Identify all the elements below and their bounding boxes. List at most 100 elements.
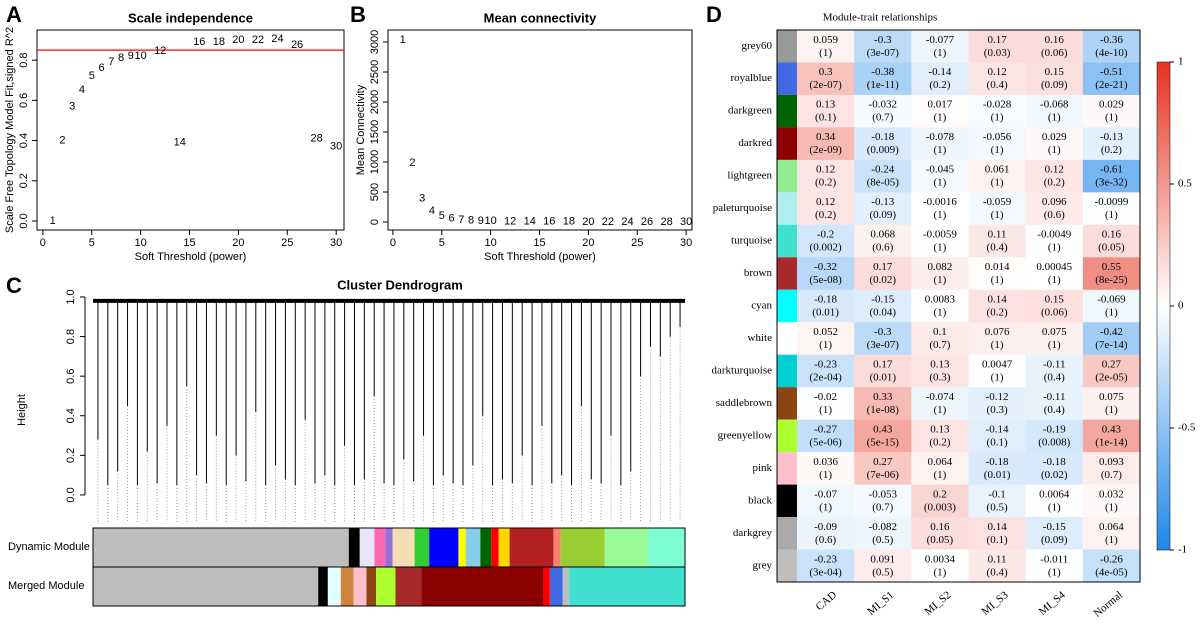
row-label: black	[748, 494, 772, 506]
cell-p-value: (8e-05)	[867, 177, 900, 189]
cell-p-value: (0.4)	[987, 566, 1008, 578]
module-segment	[366, 567, 377, 606]
x-tick-label: 10	[485, 237, 497, 249]
y-tick-label: 0.6	[65, 369, 77, 384]
cell-p-value: (1)	[819, 47, 832, 59]
point-label: 28	[310, 132, 322, 144]
module-swatch	[777, 322, 797, 355]
cell-p-value: (0.4)	[987, 79, 1008, 91]
heatmap-cell	[797, 322, 855, 356]
cell-p-value: (4e-05)	[1095, 566, 1128, 578]
heatmap-cell	[854, 192, 912, 226]
x-tick-label: 15	[533, 237, 545, 249]
cell-value: -0.18	[871, 131, 894, 143]
cell-value: -0.078	[926, 131, 955, 143]
cell-value: 0.13	[930, 423, 950, 435]
module-segment	[509, 528, 554, 567]
point-label: 12	[154, 45, 166, 57]
cell-p-value: (7e-14)	[1095, 339, 1128, 351]
heatmap-cell	[911, 159, 969, 193]
cell-value: -0.1	[988, 488, 1005, 500]
y-tick-label: 0.4	[65, 408, 77, 423]
module-swatch	[777, 517, 797, 550]
module-segment	[480, 528, 492, 567]
module-segment	[648, 528, 685, 567]
point-label: 24	[621, 216, 633, 228]
heatmap-cell	[797, 30, 855, 63]
cell-p-value: (1)	[991, 371, 1004, 383]
cell-value: 0.16	[1045, 34, 1065, 46]
point-label: 6	[448, 212, 454, 224]
heatmap-cell	[911, 452, 969, 486]
cell-value: 0.14	[987, 294, 1007, 306]
cell-p-value: (0.6)	[872, 242, 893, 254]
cell-value: -0.15	[871, 294, 894, 306]
cell-value: -0.27	[814, 423, 837, 435]
colorbar-tick-label: -0.5	[1178, 422, 1196, 434]
heatmap-cell	[1025, 452, 1084, 486]
cell-value: 0.16	[1102, 229, 1122, 241]
cell-value: 0.00045	[1036, 261, 1072, 273]
module-segment	[491, 528, 499, 567]
cell-p-value: (0.2)	[1044, 177, 1065, 189]
cell-p-value: (0.5)	[872, 534, 893, 546]
cell-p-value: (1)	[819, 339, 832, 351]
heatmap-cell	[968, 257, 1027, 291]
cell-p-value: (1)	[934, 469, 947, 481]
cell-p-value: (0.6)	[1044, 209, 1065, 221]
heatmap-cell	[968, 159, 1027, 193]
y-tick-label: 0	[369, 219, 381, 225]
x-tick-label: 30	[680, 237, 692, 249]
cell-p-value: (0.002)	[810, 242, 842, 254]
panel-label: A	[6, 2, 22, 27]
panel-label: D	[706, 2, 722, 27]
module-swatch	[777, 192, 797, 225]
heatmap-cell	[1082, 549, 1141, 583]
cell-value: -0.011	[1040, 553, 1068, 565]
cell-p-value: (1)	[1048, 274, 1061, 286]
cell-p-value: (1)	[991, 209, 1004, 221]
heatmap-cell	[1025, 94, 1084, 128]
row-label: brown	[744, 267, 773, 279]
row-label: pink	[752, 462, 772, 474]
cell-p-value: (0.01)	[984, 469, 1011, 481]
cell-value: 0.17	[873, 358, 893, 370]
heatmap-cell	[797, 192, 855, 226]
heatmap-cell	[968, 419, 1027, 453]
y-tick-label: 0.2	[18, 173, 30, 188]
heatmap-cell	[911, 354, 969, 388]
cell-value: 0.12	[987, 66, 1006, 78]
heatmap-cell	[854, 484, 912, 518]
point-label: 14	[174, 136, 186, 148]
point-label: 5	[439, 210, 445, 222]
point-label: 7	[458, 214, 464, 226]
heatmap-cell	[1025, 517, 1084, 551]
point-label: 16	[193, 36, 205, 48]
y-axis-label: Mean Connectivity	[355, 84, 367, 175]
colorbar-tick-label: 1	[1178, 56, 1184, 68]
heatmap-cell	[911, 224, 969, 258]
cell-value: -0.082	[869, 521, 897, 533]
row-label: royalblue	[730, 72, 772, 84]
point-label: 28	[660, 216, 672, 228]
row-label: white	[748, 332, 773, 344]
point-label: 9	[478, 215, 484, 227]
chart-title: Module-trait relationships	[823, 12, 938, 24]
point-label: 26	[291, 39, 303, 51]
cell-p-value: (0.003)	[924, 501, 956, 513]
heatmap-cell	[911, 322, 969, 356]
cell-value: -0.51	[1100, 66, 1123, 78]
cell-value: -0.056	[983, 131, 1012, 143]
cell-value: -0.18	[1043, 456, 1066, 468]
chart-title: Mean connectivity	[484, 10, 597, 25]
cell-p-value: (3e-32)	[1095, 177, 1128, 189]
x-tick-label: 10	[135, 237, 147, 249]
cell-value: -0.15	[1043, 521, 1066, 533]
cell-value: -0.38	[871, 66, 894, 78]
chart-title: Scale independence	[128, 10, 253, 25]
cell-value: -0.23	[814, 358, 837, 370]
cell-p-value: (0.09)	[1041, 534, 1068, 546]
cell-value: -0.053	[869, 488, 898, 500]
cell-p-value: (1)	[1048, 501, 1061, 513]
